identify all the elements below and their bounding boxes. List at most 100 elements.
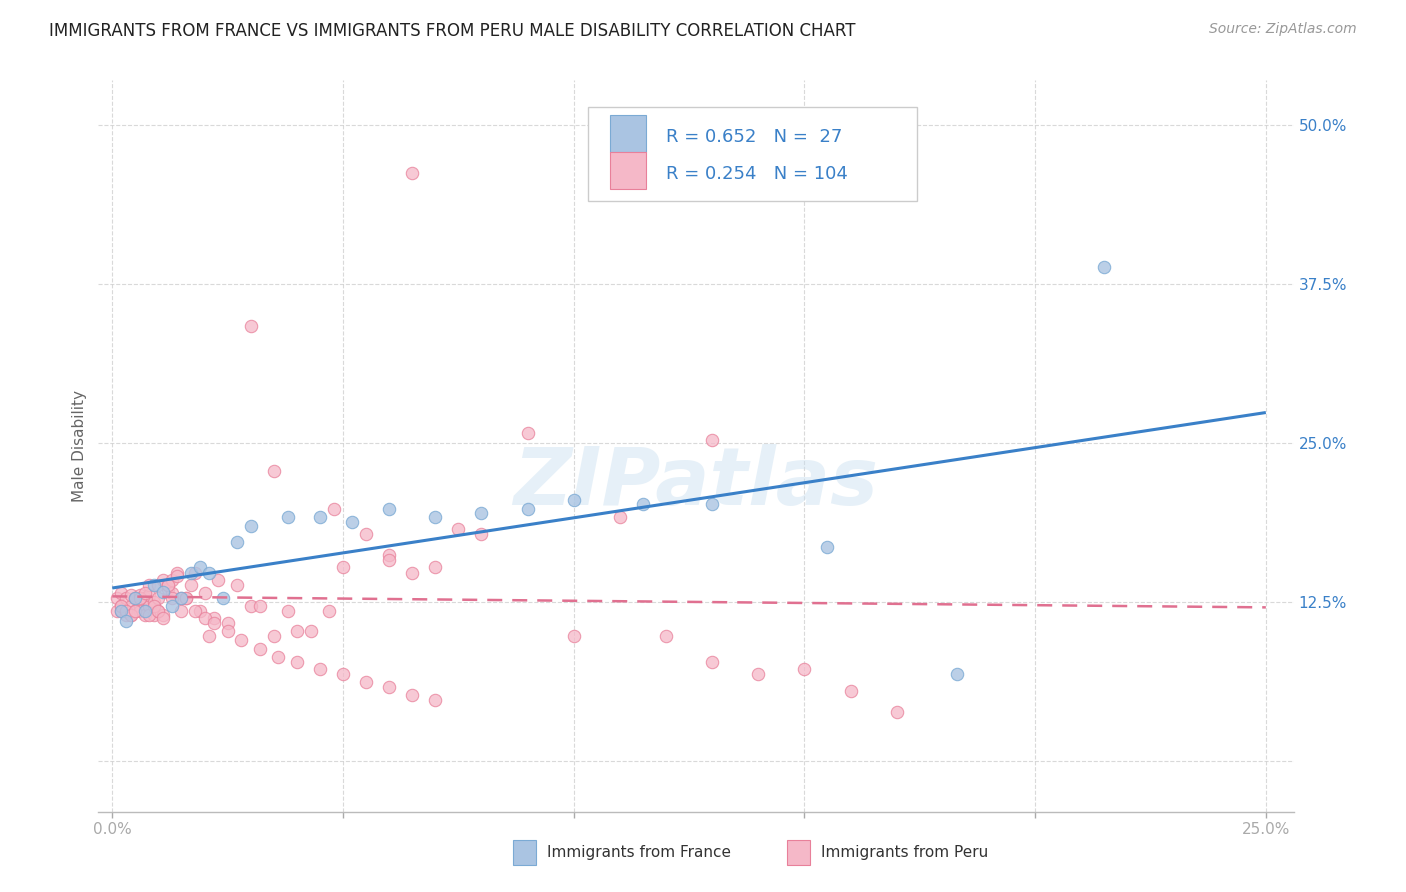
Point xyxy=(562,493,585,508)
Point xyxy=(129,591,152,605)
Point xyxy=(267,649,290,664)
Point xyxy=(425,509,447,524)
Point xyxy=(142,607,165,622)
Point xyxy=(124,604,146,618)
Point xyxy=(470,527,492,541)
Point xyxy=(138,589,160,603)
Point xyxy=(886,706,908,720)
Point xyxy=(148,604,170,618)
Point xyxy=(124,591,146,605)
Point xyxy=(793,662,815,676)
Point xyxy=(170,591,193,605)
Point xyxy=(138,607,160,622)
Point xyxy=(655,629,678,643)
Point xyxy=(105,604,128,618)
Point xyxy=(425,560,447,574)
Point xyxy=(110,586,132,600)
Point xyxy=(162,573,184,587)
Point xyxy=(129,599,152,613)
Point xyxy=(134,586,156,600)
Point xyxy=(239,599,262,613)
Point xyxy=(378,502,401,516)
Point xyxy=(124,604,146,618)
Point xyxy=(110,604,132,618)
Point xyxy=(170,591,193,605)
Point xyxy=(225,535,247,549)
Point xyxy=(188,604,211,618)
Point xyxy=(202,616,225,631)
Point xyxy=(263,464,285,478)
Point xyxy=(277,604,299,618)
FancyBboxPatch shape xyxy=(589,107,917,201)
Point xyxy=(105,591,128,605)
Point xyxy=(152,611,174,625)
Point xyxy=(332,667,354,681)
Point xyxy=(299,624,322,638)
Point xyxy=(516,425,538,440)
Point xyxy=(110,599,132,613)
Point xyxy=(115,604,138,618)
Point xyxy=(152,573,174,587)
Point xyxy=(193,586,215,600)
Point xyxy=(239,318,262,333)
Point xyxy=(207,573,229,587)
Point xyxy=(193,611,215,625)
Point xyxy=(174,591,197,605)
Point xyxy=(212,591,235,605)
Point xyxy=(401,688,423,702)
Point xyxy=(124,591,146,605)
Point xyxy=(217,616,239,631)
Point xyxy=(152,584,174,599)
Point xyxy=(249,599,271,613)
Point xyxy=(120,607,142,622)
Point xyxy=(700,655,723,669)
Point xyxy=(174,591,197,605)
Point xyxy=(945,667,967,681)
Point xyxy=(120,607,142,622)
Point xyxy=(110,604,132,618)
Point xyxy=(138,599,160,613)
Point xyxy=(277,509,299,524)
Point xyxy=(198,566,221,580)
FancyBboxPatch shape xyxy=(610,152,645,188)
Point xyxy=(562,629,585,643)
Point xyxy=(162,599,184,613)
Point xyxy=(447,522,470,536)
Point xyxy=(110,599,132,613)
Point xyxy=(322,502,344,516)
Point xyxy=(239,518,262,533)
Text: Immigrants from Peru: Immigrants from Peru xyxy=(821,846,988,860)
Point xyxy=(225,578,247,592)
Point xyxy=(425,693,447,707)
Point xyxy=(401,566,423,580)
Text: R = 0.254   N = 104: R = 0.254 N = 104 xyxy=(666,165,848,183)
Point xyxy=(747,667,769,681)
Text: Immigrants from France: Immigrants from France xyxy=(547,846,731,860)
Point xyxy=(124,604,146,618)
Point xyxy=(342,515,364,529)
Point xyxy=(184,566,207,580)
Point xyxy=(309,662,332,676)
Point xyxy=(134,591,156,605)
Point xyxy=(115,614,138,628)
Point xyxy=(129,604,152,618)
Point xyxy=(170,604,193,618)
Point xyxy=(249,641,271,656)
Point xyxy=(309,509,332,524)
Point xyxy=(115,604,138,618)
Point xyxy=(148,578,170,592)
Point xyxy=(378,548,401,562)
Point xyxy=(631,497,654,511)
Point xyxy=(231,632,253,647)
Text: IMMIGRANTS FROM FRANCE VS IMMIGRANTS FROM PERU MALE DISABILITY CORRELATION CHART: IMMIGRANTS FROM FRANCE VS IMMIGRANTS FRO… xyxy=(49,22,856,40)
Point xyxy=(120,599,142,613)
Point xyxy=(378,553,401,567)
Text: Source: ZipAtlas.com: Source: ZipAtlas.com xyxy=(1209,22,1357,37)
Point xyxy=(156,582,179,596)
Point xyxy=(332,560,354,574)
Text: R = 0.652   N =  27: R = 0.652 N = 27 xyxy=(666,128,842,146)
Point xyxy=(318,604,340,618)
Point xyxy=(700,497,723,511)
Point xyxy=(115,607,138,622)
Point xyxy=(120,589,142,603)
